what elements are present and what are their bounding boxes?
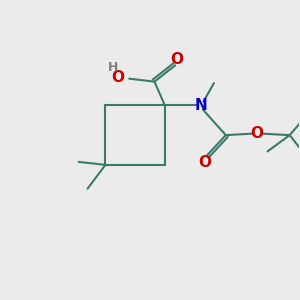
Text: O: O <box>170 52 183 68</box>
Text: O: O <box>112 70 125 85</box>
Text: H: H <box>108 61 118 74</box>
Text: O: O <box>250 126 263 141</box>
Text: O: O <box>199 155 212 170</box>
Text: N: N <box>194 98 207 113</box>
